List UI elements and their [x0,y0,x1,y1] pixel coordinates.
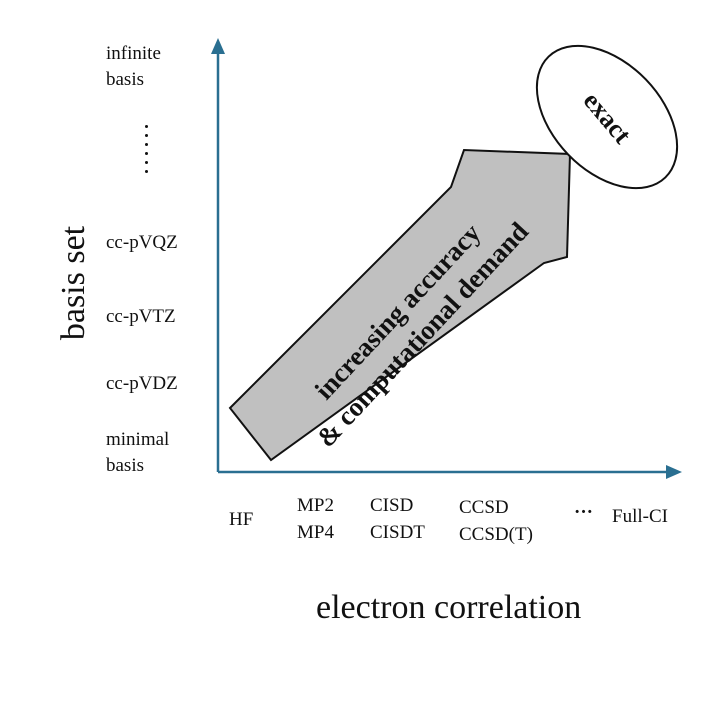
x-tick-mp4: MP4 [297,522,334,543]
y-tick-cc-pvtz: cc-pVTZ [106,306,176,327]
x-tick-mp2: MP2 [297,495,334,516]
x-tick-cisd: CISD [370,495,414,516]
x-tick-cisdt: CISDT [370,522,425,543]
y-tick-cc-pvqz: cc-pVQZ [106,232,178,253]
accuracy-arrow [228,148,572,462]
x-tick-ellipsis: ··· [574,502,594,523]
y-axis-title: basis set [55,225,92,341]
x-axis-title: electron correlation [316,589,582,626]
y-tick-minimal-basis-line2: basis [106,455,144,476]
y-tick-minimal-basis-line1: minimal [106,429,170,450]
y-tick-infinite-basis-line2: basis [106,69,144,90]
x-tick-ccsd: CCSD [459,497,509,518]
y-tick-cc-pvdz: cc-pVDZ [106,373,178,394]
x-axis-arrowhead [666,465,682,479]
x-tick-hf: HF [229,509,254,530]
y-tick-vertical-ellipsis [143,125,149,173]
x-tick-full-ci: Full-CI [612,506,668,527]
x-tick-ccsd-t: CCSD(T) [459,524,533,545]
exact-ellipse [535,44,679,190]
y-axis-arrowhead [211,38,225,54]
y-tick-infinite-basis-line1: infinite [106,43,161,64]
